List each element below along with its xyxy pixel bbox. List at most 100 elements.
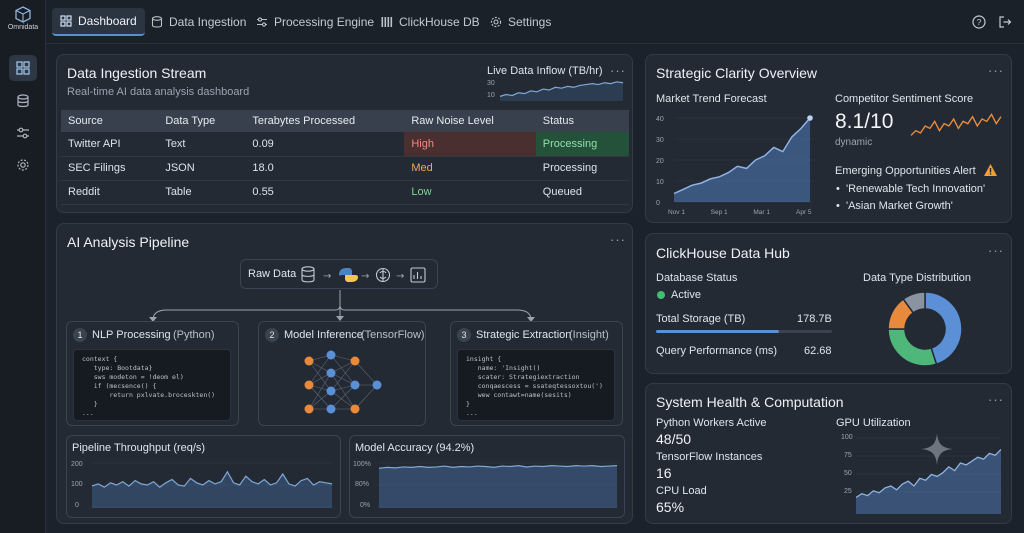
app-logo[interactable]: Omnidata — [4, 6, 42, 31]
alert-text: 'Renewable Tech Innovation' — [845, 183, 986, 195]
column-header[interactable]: Terabytes Processed — [245, 110, 405, 132]
inflow-tick: 30 — [487, 80, 495, 87]
donut-slice[interactable] — [924, 291, 963, 366]
query-value: 62.68 — [804, 345, 832, 357]
panel-title: Data Ingestion Stream — [67, 65, 207, 81]
y-tick: 100 — [841, 434, 853, 441]
gpu-area — [856, 449, 1001, 514]
flow-icons: → → → — [301, 266, 426, 283]
panel-title: System Health & Computation — [656, 394, 844, 410]
chart-title: Pipeline Throughput (req/s) — [72, 442, 206, 454]
y-tick: 50 — [844, 470, 852, 477]
forecast-label: Market Trend Forecast — [656, 93, 767, 105]
database-icon — [17, 94, 29, 108]
stage-number: 3 — [457, 328, 471, 342]
grid-icon — [60, 15, 72, 27]
column-header[interactable]: Data Type — [158, 110, 246, 132]
tab-label: Processing Engine — [274, 15, 375, 29]
table-row[interactable]: Reddit Table 0.55 Low Queued — [61, 180, 629, 205]
brain-icon — [375, 267, 391, 283]
help-icon: ? — [972, 15, 986, 29]
help-button[interactable]: ? — [970, 13, 988, 31]
strategic-clarity-panel: Strategic Clarity Overview ··· Market Tr… — [645, 54, 1012, 223]
stage-name: Strategic Extraction — [476, 329, 572, 341]
panel-menu-button[interactable]: ··· — [610, 63, 626, 78]
alert-item: • 'Asian Market Growth' — [836, 200, 953, 212]
stage-strategic-extraction[interactable]: 3 Strategic Extraction (Insight) insight… — [450, 321, 623, 426]
tab-data-ingestion[interactable]: Data Ingestion — [143, 8, 254, 36]
tensorflow-label: TensorFlow Instances — [656, 451, 763, 463]
chart-title: Model Accuracy (94.2%) — [355, 442, 475, 454]
x-tick-label: Mar 1 — [753, 209, 770, 216]
panel-menu-button[interactable]: ··· — [610, 232, 626, 247]
stage-nlp-processing[interactable]: 1 NLP Processing (Python) context { type… — [66, 321, 239, 426]
panel-menu-button[interactable]: ··· — [988, 243, 1004, 258]
stage-model-inference[interactable]: 2 Model Inference (TensorFlow) — [258, 321, 426, 426]
column-header[interactable]: Source — [61, 110, 159, 132]
forecast-endpoint — [807, 115, 813, 121]
query-label: Query Performance (ms) — [656, 345, 778, 357]
tensorflow-value: 16 — [656, 465, 672, 481]
accuracy-sparkline — [378, 462, 618, 508]
y-tick-label: 0 — [656, 200, 660, 207]
y-tick: 200 — [71, 461, 83, 468]
column-header[interactable]: Status — [535, 110, 629, 132]
y-tick: 75 — [844, 452, 852, 459]
grid-icon — [16, 61, 30, 75]
panel-menu-button[interactable]: ··· — [988, 392, 1004, 407]
db-status-label: Database Status — [656, 272, 738, 284]
gear-icon — [490, 16, 502, 28]
svg-text:?: ? — [977, 17, 982, 27]
rail-processing-button[interactable] — [9, 120, 37, 146]
logo-text: Omnidata — [7, 24, 39, 31]
rail-settings-button[interactable] — [9, 152, 37, 178]
storage-bar-fill — [656, 330, 780, 333]
series-area — [500, 81, 623, 101]
table-row[interactable]: SEC Filings JSON 18.0 Med Processing — [61, 156, 629, 181]
source-cell: Reddit — [61, 180, 159, 205]
x-tick-label: Sep 1 — [711, 209, 728, 216]
tab-processing-engine[interactable]: Processing Engine — [248, 8, 382, 36]
series-line — [91, 470, 333, 488]
x-tick-label: Apr 5 — [796, 209, 812, 216]
system-health-panel: System Health & Computation ··· Python W… — [645, 383, 1012, 524]
inflow-sparkline — [499, 81, 624, 101]
accuracy-chart-box: Model Accuracy (94.2%) 100% 80% 0% — [349, 435, 625, 518]
table-header-row: Source Data Type Terabytes Processed Raw… — [61, 110, 629, 132]
tab-settings[interactable]: Settings — [482, 8, 559, 36]
y-tick-label: 20 — [656, 158, 664, 165]
python-workers-label: Python Workers Active — [656, 417, 767, 429]
alert-item: • 'Renewable Tech Innovation' — [836, 183, 986, 195]
type-cell: Table — [158, 180, 246, 205]
donut-slice[interactable] — [887, 328, 938, 367]
forecast-area — [674, 118, 810, 202]
panel-title: Strategic Clarity Overview — [656, 65, 818, 81]
gpu-label: GPU Utilization — [836, 417, 911, 429]
tab-dashboard[interactable]: Dashboard — [52, 8, 145, 36]
column-header[interactable]: Raw Noise Level — [404, 110, 536, 132]
y-tick: 80% — [355, 481, 370, 488]
throughput-sparkline — [91, 462, 333, 508]
panel-subtitle: Real-time AI data analysis dashboard — [67, 86, 250, 98]
tab-label: Data Ingestion — [169, 15, 247, 29]
type-cell: JSON — [158, 156, 246, 181]
stage-name: Model Inference — [284, 329, 363, 341]
tab-clickhouse-db[interactable]: ClickHouse DB — [373, 8, 488, 36]
logout-button[interactable] — [996, 13, 1014, 31]
code-snippet: context { type: Bootdata} sws modeton = … — [73, 349, 231, 421]
table-row[interactable]: Twitter API Text 0.09 High Processing — [61, 132, 629, 157]
rail-dashboard-button[interactable] — [9, 55, 37, 81]
inflow-label: Live Data Inflow (TB/hr) — [487, 65, 603, 77]
storage-value: 178.7B — [797, 313, 832, 325]
report-chart-icon — [410, 267, 426, 283]
panel-title: AI Analysis Pipeline — [67, 234, 190, 250]
y-tick: 100% — [353, 461, 371, 468]
data-ingestion-panel: Data Ingestion Stream Real-time AI data … — [56, 54, 633, 213]
donut-slice[interactable] — [902, 291, 926, 314]
panel-menu-button[interactable]: ··· — [988, 63, 1004, 78]
status-cell: Processing — [535, 132, 629, 157]
rail-data-button[interactable] — [9, 88, 37, 114]
raw-data-flow-box: Raw Data → → → — [240, 259, 438, 289]
sliders-icon — [17, 127, 29, 139]
noise-cell: Med — [404, 156, 536, 181]
